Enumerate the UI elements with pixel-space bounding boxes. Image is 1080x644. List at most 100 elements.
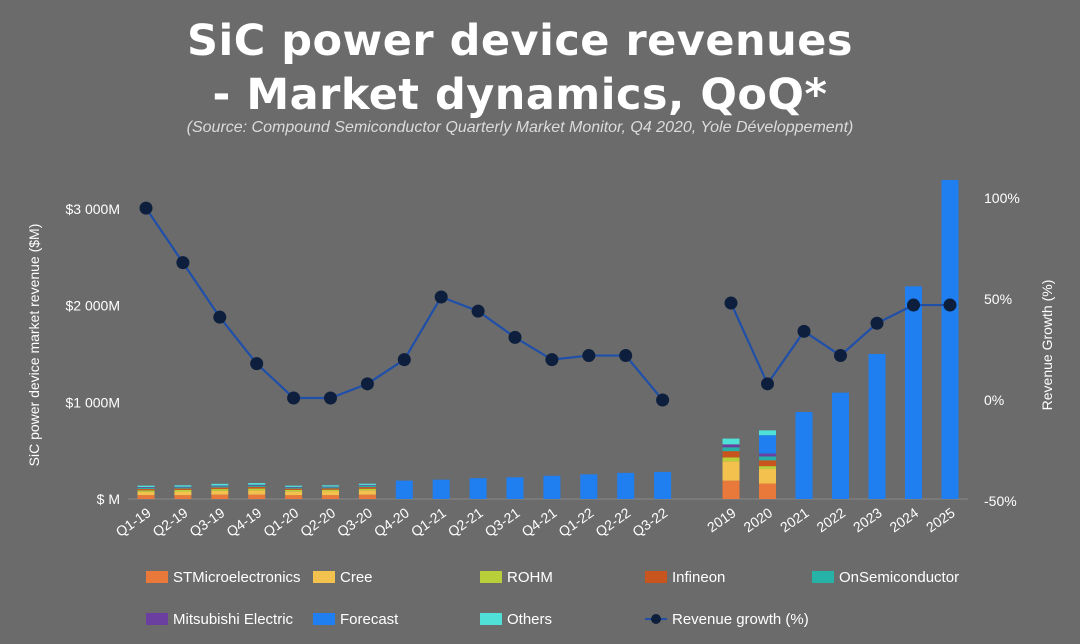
- growth-point: [582, 349, 596, 363]
- bar-segment-rohm: [759, 466, 776, 470]
- bar-segment-others: [174, 485, 192, 487]
- bar-segment-mitsubishi-electric: [211, 485, 229, 487]
- bar-segment-onsemiconductor: [759, 456, 776, 461]
- x-tick-label: Q1-20: [260, 504, 301, 540]
- bar-segment-cree: [174, 491, 192, 496]
- legend-item: STMicroelectronics: [146, 568, 301, 586]
- bar-segment-mitsubishi-electric: [174, 486, 192, 488]
- legend-label: Infineon: [672, 568, 726, 586]
- y2-axis-title: Revenue Growth (%): [1039, 280, 1055, 411]
- bar-segment-infineon: [248, 486, 266, 489]
- bar-segment-cree: [137, 491, 155, 496]
- growth-point: [324, 391, 337, 405]
- x-tick-label: Q2-20: [297, 504, 338, 540]
- growth-point: [943, 298, 957, 312]
- growth-point: [360, 377, 374, 391]
- bar-segment-others: [211, 483, 229, 486]
- bar-segment-forecast: [617, 472, 635, 499]
- x-tick-label: Q2-22: [592, 504, 633, 540]
- x-tick-label: Q3-22: [629, 504, 670, 540]
- growth-point: [545, 353, 559, 367]
- bar-segment-cree: [285, 491, 303, 496]
- x-tick-label: 2025: [923, 504, 958, 535]
- legend-swatch: [812, 571, 834, 583]
- x-tick-label: 2020: [741, 504, 776, 535]
- x-tick-label: Q3-20: [334, 504, 375, 540]
- bar-segment-forecast: [654, 471, 672, 499]
- bar-segment-forecast: [395, 480, 413, 499]
- x-tick-label: Q1-22: [555, 504, 596, 540]
- growth-point: [508, 330, 522, 344]
- y2-tick-label: 100%: [984, 190, 1020, 206]
- bar-segment-infineon: [211, 487, 229, 490]
- bar-segment-forecast: [432, 479, 450, 499]
- bar-segment-others: [137, 485, 155, 488]
- bar-segment-stmicroelectronics: [285, 495, 303, 499]
- growth-point: [907, 298, 920, 312]
- legend-item: Infineon: [645, 568, 725, 586]
- growth-point: [761, 377, 774, 391]
- growth-point: [619, 349, 633, 363]
- bar-segment-forecast: [941, 180, 959, 499]
- bar-segment-forecast: [543, 475, 561, 499]
- legend-item: Mitsubishi Electric: [146, 610, 293, 628]
- legend-label: Revenue growth (%): [672, 610, 809, 628]
- legend-swatch: [146, 571, 168, 583]
- bar-segment-cree: [248, 490, 266, 495]
- bar-segment-stmicroelectronics: [174, 495, 192, 499]
- bar-segment-forecast: [832, 392, 849, 499]
- legend-item: OnSemiconductor: [812, 568, 959, 586]
- bar-segment-mitsubishi-electric: [759, 453, 776, 457]
- y-axis-title: SiC power device market revenue ($M): [26, 224, 42, 467]
- growth-point: [434, 290, 448, 304]
- bar-segment-forecast: [469, 478, 487, 499]
- bar-segment-rohm: [358, 488, 376, 491]
- growth-point: [656, 393, 670, 407]
- bar-segment-rohm: [248, 488, 266, 491]
- bar-segment-mitsubishi-electric: [722, 444, 740, 448]
- legend-swatch: [313, 571, 335, 583]
- bar-segment-cree: [722, 461, 740, 481]
- legend-label: Cree: [340, 568, 373, 586]
- legend-item: Forecast: [313, 610, 398, 628]
- bar-segment-infineon: [137, 488, 155, 491]
- bar-segment-infineon: [285, 488, 303, 490]
- bar-segment-mitsubishi-electric: [285, 486, 303, 488]
- y-tick-label: $ M: [97, 491, 120, 507]
- chart-subtitle: (Source: Compound Semiconductor Quarterl…: [186, 119, 854, 136]
- y-tick-label: $2 000M: [66, 298, 120, 314]
- bar-segment-stmicroelectronics: [211, 494, 229, 499]
- legend-label: STMicroelectronics: [173, 568, 301, 586]
- bar-segment-mitsubishi-electric: [137, 487, 155, 488]
- legend-swatch: [645, 571, 667, 583]
- x-tick-label: Q2-19: [150, 504, 191, 540]
- x-tick-label: Q2-21: [445, 504, 486, 540]
- legend-item: ROHM: [480, 568, 553, 586]
- y-tick-label: $1 000M: [66, 394, 120, 410]
- bar-segment-infineon: [174, 488, 192, 490]
- bar-segment-others: [248, 483, 266, 485]
- bar-segment-mitsubishi-electric: [358, 485, 376, 486]
- bar-segment-forecast: [905, 286, 922, 499]
- bar-segment-cree: [322, 491, 339, 496]
- x-tick-label: 2019: [704, 504, 739, 535]
- bar-segment-others: [759, 430, 776, 436]
- legend-item: Cree: [313, 568, 373, 586]
- bar-segment-mitsubishi-electric: [248, 484, 266, 486]
- growth-point: [397, 353, 411, 367]
- bar-segment-mitsubishi-electric: [322, 486, 339, 488]
- legend-item: Others: [480, 610, 552, 628]
- x-tick-label: 2021: [777, 504, 812, 535]
- growth-point: [471, 304, 485, 318]
- bar-segment-rohm: [137, 490, 155, 492]
- chart-title: SiC power device revenues - Market dynam…: [0, 14, 1040, 122]
- x-tick-label: Q4-21: [519, 504, 560, 540]
- bar-segment-cree: [759, 469, 776, 484]
- legend-line-marker: [645, 613, 667, 625]
- legend-label: Forecast: [340, 610, 399, 628]
- growth-point: [213, 310, 227, 324]
- x-tick-label: Q3-21: [482, 504, 523, 540]
- x-tick-label: Q4-19: [223, 504, 264, 540]
- bar-segment-onsemiconductor: [358, 485, 376, 488]
